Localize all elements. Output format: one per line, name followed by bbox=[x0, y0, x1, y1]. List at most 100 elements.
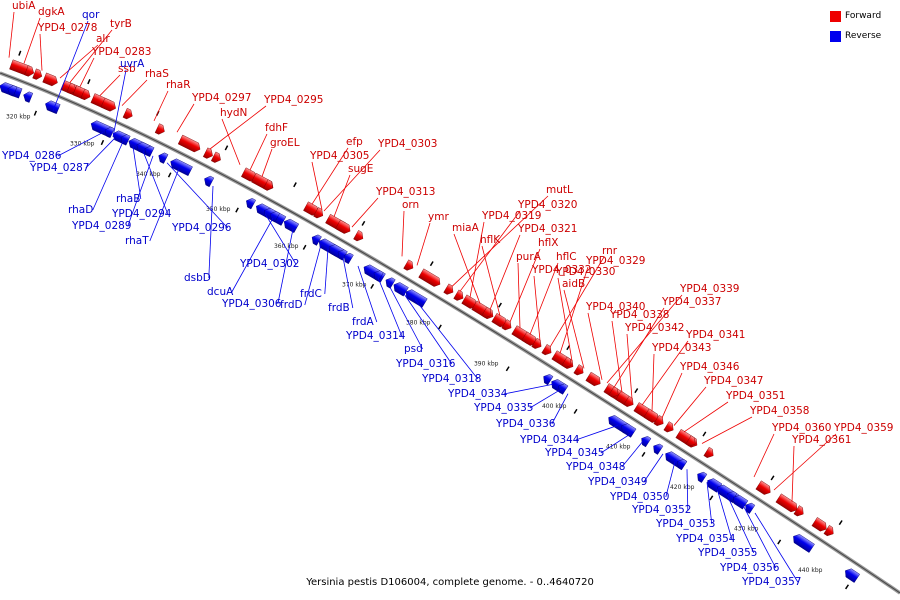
forward-leader bbox=[249, 133, 268, 171]
reverse-leader bbox=[665, 461, 676, 498]
legend: Forward Reverse bbox=[830, 9, 892, 49]
forward-leader bbox=[683, 401, 729, 433]
tick-label: 420 kbp bbox=[670, 484, 695, 491]
tick-label: 400 kbp bbox=[542, 403, 567, 410]
forward-gene-label: YPD4_0303 bbox=[377, 138, 437, 150]
reverse-gene-label: frdC bbox=[300, 288, 322, 300]
reverse-gene bbox=[393, 282, 409, 297]
reverse-leader bbox=[277, 228, 294, 305]
forward-leader bbox=[59, 44, 99, 79]
forward-gene-label: YPD4_0278 bbox=[37, 22, 97, 34]
reverse-swatch bbox=[830, 30, 841, 42]
forward-leader bbox=[559, 266, 589, 354]
feature-mark bbox=[87, 79, 91, 85]
forward-gene-label: rnr bbox=[602, 245, 618, 257]
forward-gene bbox=[585, 371, 601, 387]
reverse-leader bbox=[387, 283, 423, 350]
reverse-gene-label: dsbD bbox=[184, 272, 211, 284]
forward-gene-label: YPD4_0295 bbox=[263, 94, 323, 106]
forward-gene-label: groEL bbox=[270, 137, 300, 149]
reverse-leader bbox=[208, 186, 214, 279]
forward-leader bbox=[481, 245, 501, 316]
forward-leader bbox=[641, 340, 689, 406]
forward-leader bbox=[39, 33, 43, 71]
forward-leader bbox=[613, 307, 665, 388]
reverse-leader bbox=[600, 433, 632, 454]
forward-gene-label: dgkA bbox=[38, 6, 65, 18]
forward-gene bbox=[202, 147, 213, 159]
forward-gene bbox=[561, 356, 572, 368]
tick-label: 380 kbp bbox=[406, 319, 431, 326]
reverse-leader bbox=[324, 248, 329, 295]
reverse-gene bbox=[677, 459, 688, 471]
reverse-leader bbox=[643, 453, 664, 483]
feature-mark bbox=[370, 283, 375, 289]
tick-marks: 320 kbp 330 kbp 340 kbp 350 kbp 360 kbp 370 k… bbox=[6, 114, 823, 575]
forward-gene bbox=[353, 230, 364, 242]
forward-gene bbox=[793, 505, 804, 517]
forward-gene-label: YPD4_0351 bbox=[725, 390, 785, 402]
forward-gene-label: YPD4_0297 bbox=[191, 92, 251, 104]
forward-gene bbox=[685, 435, 696, 447]
feature-mark bbox=[573, 408, 578, 414]
forward-gene-label: ssb bbox=[118, 63, 136, 75]
forward-gene-label: YPD4_0360 bbox=[771, 422, 831, 434]
reverse-gene-label: YPD4_0289 bbox=[71, 220, 131, 232]
feature-mark bbox=[777, 539, 782, 545]
reverse-gene-label: rhaD bbox=[68, 204, 93, 216]
forward-leader bbox=[673, 386, 707, 426]
reverse-gene-label: YPD4_0335 bbox=[473, 402, 533, 414]
forward-gene bbox=[823, 524, 834, 537]
reverse-gene bbox=[170, 158, 193, 177]
forward-gene bbox=[403, 259, 414, 271]
forward-gene bbox=[32, 68, 43, 80]
feature-mark bbox=[302, 244, 307, 250]
reverse-gene-label: YPD4_0355 bbox=[697, 547, 757, 559]
reverse-gene-label: frdD bbox=[280, 299, 303, 311]
forward-gene bbox=[335, 219, 351, 234]
reverse-gene-label: YPD4_0350 bbox=[609, 491, 669, 503]
forward-leader bbox=[23, 17, 41, 64]
forward-leader bbox=[323, 149, 381, 212]
tick-label: 390 kbp bbox=[474, 361, 499, 368]
forward-gene-label: YPD4_0338 bbox=[609, 309, 669, 321]
forward-gene bbox=[775, 493, 798, 513]
forward-gene-label: YPD4_0283 bbox=[91, 46, 151, 58]
forward-gene-label: YPD4_0358 bbox=[749, 405, 809, 417]
genome-backbone bbox=[0, 71, 900, 595]
forward-gene bbox=[177, 134, 201, 153]
forward-leader bbox=[79, 57, 95, 87]
forward-leader bbox=[311, 161, 323, 210]
reverse-gene-label: YPD4_0306 bbox=[221, 298, 282, 310]
forward-leader bbox=[701, 416, 753, 444]
reverse-gene bbox=[337, 249, 348, 261]
reverse-leader bbox=[742, 505, 777, 569]
reverse-gene-label: YPD4_0296 bbox=[171, 222, 232, 234]
reverse-leader bbox=[503, 383, 554, 395]
reverse-gene bbox=[558, 383, 569, 395]
feature-mark bbox=[224, 145, 229, 151]
reverse-gene-label: YPD4_0334 bbox=[447, 388, 508, 400]
reverse-gene bbox=[793, 534, 815, 553]
forward-gene bbox=[703, 446, 714, 458]
forward-leader bbox=[529, 262, 559, 335]
reverse-gene-label: YPD4_0354 bbox=[675, 533, 736, 545]
forward-gene bbox=[80, 88, 91, 101]
tick-label: 360 kbp bbox=[274, 243, 299, 250]
forward-gene bbox=[443, 283, 454, 295]
forward-gene bbox=[501, 319, 512, 331]
reverse-gene bbox=[120, 134, 131, 146]
reverse-gene bbox=[45, 100, 61, 115]
forward-gene-label: orn bbox=[402, 199, 419, 211]
reverse-leader bbox=[716, 488, 733, 540]
forward-gene-label: YPD4_0319 bbox=[481, 210, 541, 222]
reverse-gene bbox=[653, 443, 664, 455]
forward-leader bbox=[563, 289, 585, 369]
feature-mark bbox=[235, 207, 239, 213]
feature-mark bbox=[702, 431, 707, 437]
tick-label: 430 kbp bbox=[734, 525, 759, 532]
feature-mark bbox=[770, 475, 775, 481]
reverse-leader bbox=[754, 512, 799, 583]
reverse-leader bbox=[149, 168, 180, 242]
reverse-gene bbox=[7, 85, 18, 97]
